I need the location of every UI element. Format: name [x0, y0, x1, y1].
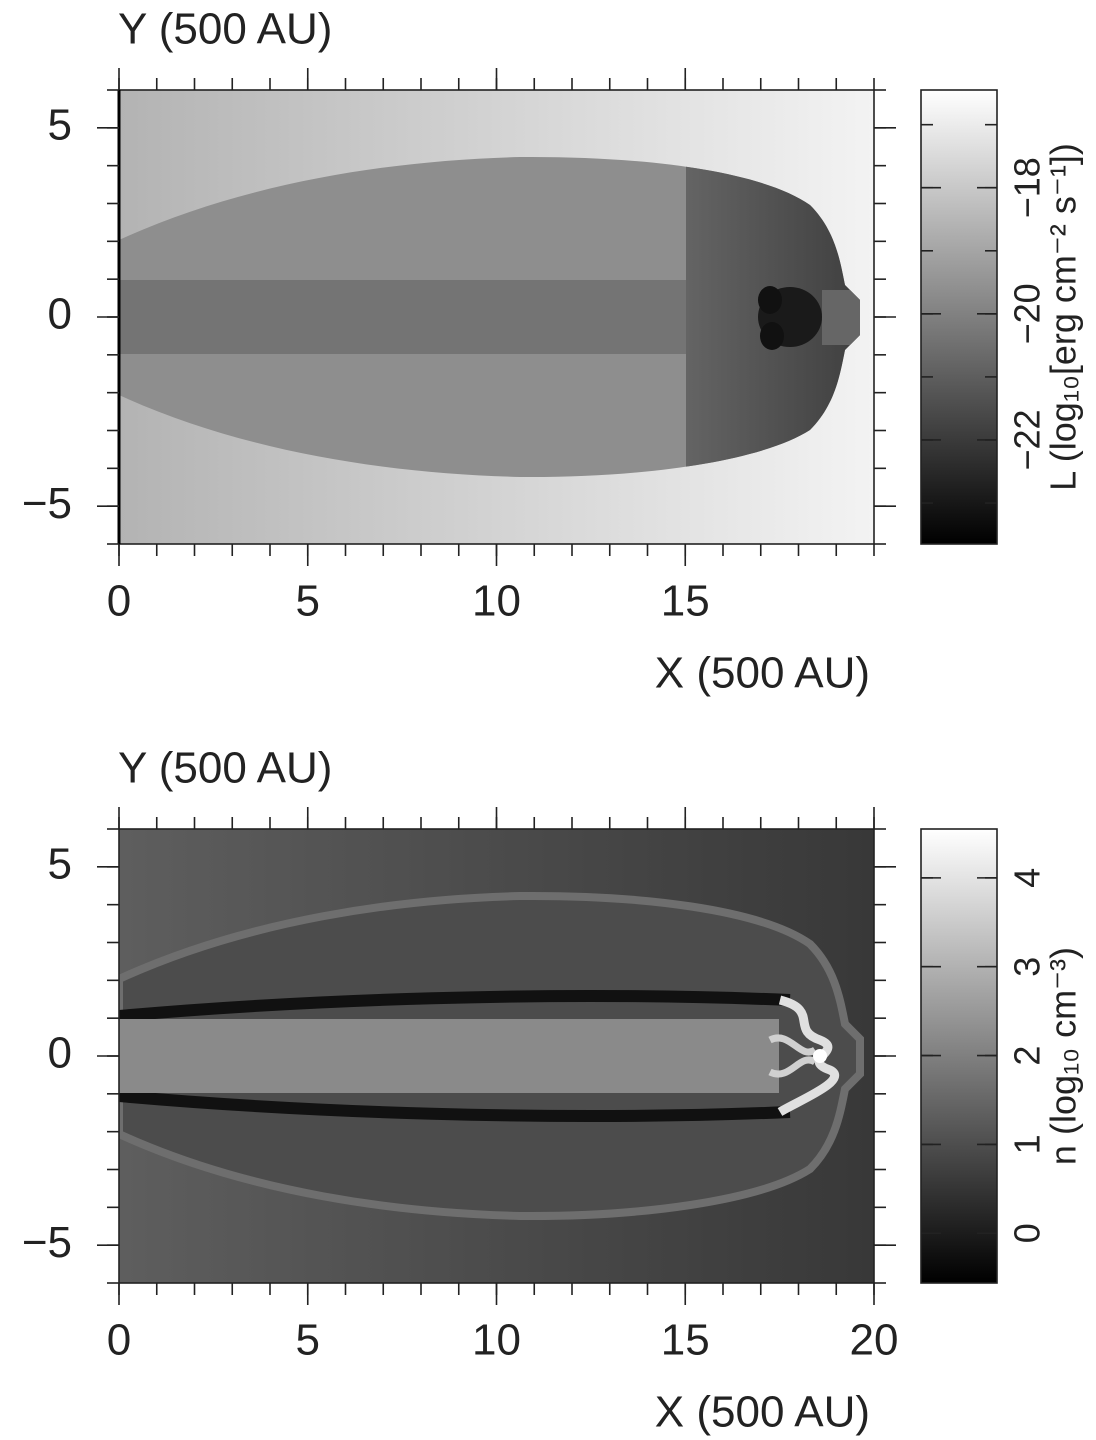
x-tick-label: 20 [850, 1316, 899, 1365]
colorbar-tick-label: 2 [1007, 1046, 1048, 1066]
x-tick-label: 10 [472, 1316, 521, 1365]
y-axis-label: Y (500 AU) [118, 5, 332, 54]
x-tick-label: 15 [661, 1316, 710, 1365]
colorbar [920, 89, 998, 545]
colorbar-tick-label: 4 [1007, 868, 1048, 888]
colorbar-label: n (log₁₀ cm⁻³) [1043, 947, 1084, 1165]
density-map [119, 829, 874, 1283]
y-tick-label: 0 [48, 1029, 72, 1078]
x-tick-label: 5 [296, 577, 320, 626]
y-tick-label: −5 [22, 479, 72, 528]
luminosity-map [119, 90, 874, 544]
colorbar-tick-label: −18 [1007, 157, 1048, 218]
colorbar-tick-label: 1 [1007, 1134, 1048, 1154]
x-tick-label: 0 [107, 1316, 131, 1365]
y-tick-label: 0 [48, 290, 72, 339]
colorbar-tick-label: 3 [1007, 957, 1048, 977]
y-axis-label: Y (500 AU) [118, 744, 332, 793]
x-tick-label: 5 [296, 1316, 320, 1365]
x-axis-label: X (500 AU) [655, 1388, 870, 1437]
colorbar-tick-label: 0 [1007, 1223, 1048, 1243]
y-tick-label: −5 [22, 1218, 72, 1267]
y-tick-label: 5 [48, 839, 72, 888]
x-tick-label: 15 [661, 577, 710, 626]
y-tick-label: 5 [48, 100, 72, 149]
x-tick-label: 0 [107, 577, 131, 626]
colorbar-tick-label: −20 [1007, 283, 1048, 344]
colorbar-label: L (log₁₀[erg cm⁻² s⁻¹]) [1043, 143, 1084, 491]
x-tick-label: 10 [472, 577, 521, 626]
colorbar-tick-label: −22 [1007, 409, 1048, 470]
x-axis-label: X (500 AU) [655, 649, 870, 698]
